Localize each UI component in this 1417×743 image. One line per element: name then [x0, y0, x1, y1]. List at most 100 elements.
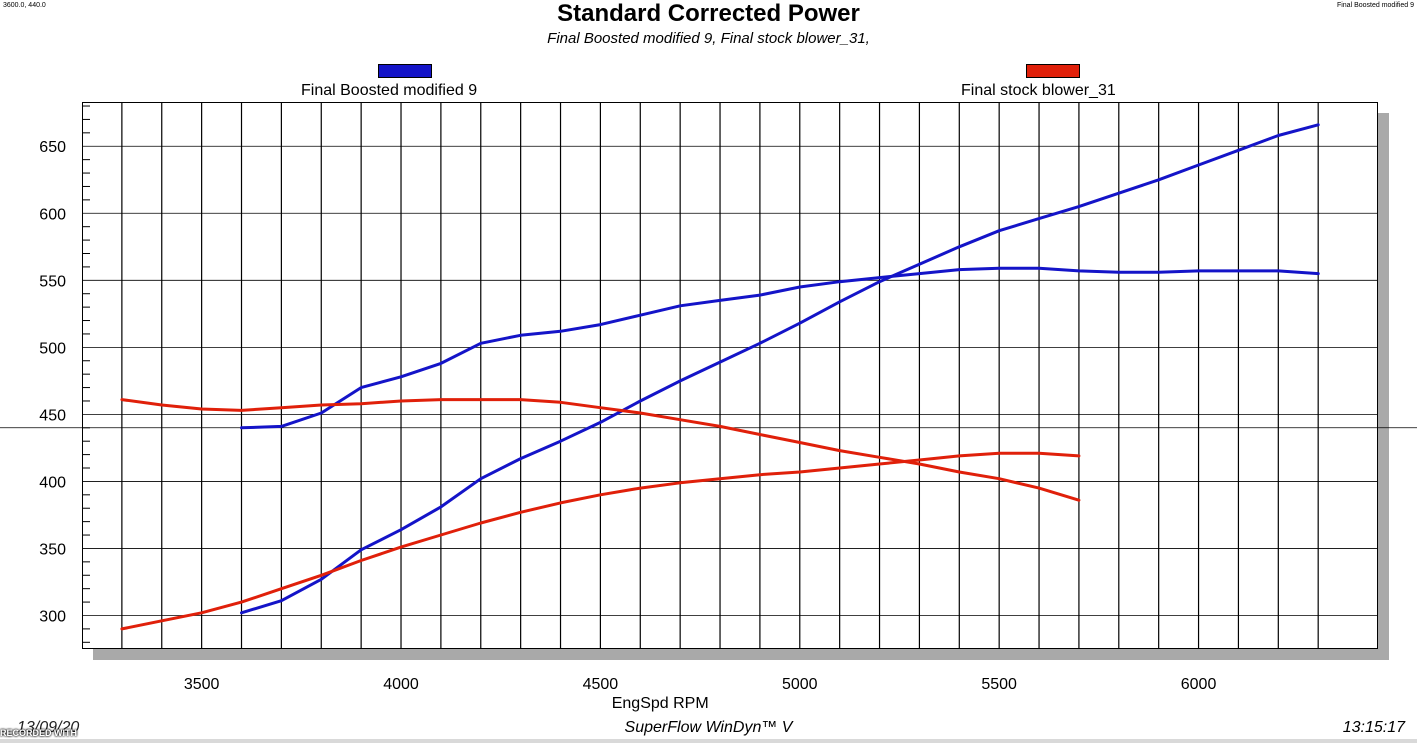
chart-title: Standard Corrected Power — [557, 0, 860, 27]
data-point — [120, 398, 124, 401]
data-point — [798, 441, 801, 444]
data-point — [519, 457, 522, 460]
data-point — [399, 528, 403, 531]
data-point — [718, 299, 722, 302]
legend-swatch-stock — [1026, 64, 1080, 78]
data-point — [958, 245, 961, 248]
data-point — [320, 574, 323, 577]
data-point — [798, 322, 801, 325]
data-point — [359, 548, 363, 551]
data-point — [997, 229, 1001, 232]
y-tick-label: 400 — [39, 474, 66, 491]
data-point — [1237, 269, 1240, 273]
footer-time: 13:15:17 — [1342, 719, 1405, 736]
data-point — [718, 477, 722, 480]
data-point — [758, 433, 762, 436]
data-point — [240, 409, 243, 412]
series-line-boosted-0 — [240, 266, 1320, 430]
series-layer — [120, 123, 1320, 631]
data-point — [559, 401, 562, 404]
data-point — [559, 330, 562, 333]
coordinate-readout: 3600.0, 440.0 — [3, 2, 46, 9]
data-point — [280, 599, 283, 602]
bottom-bar — [0, 739, 1417, 743]
data-point — [280, 425, 283, 428]
data-point — [439, 398, 443, 401]
y-tick-label: 600 — [39, 206, 66, 223]
data-point — [479, 477, 482, 480]
data-point — [320, 578, 323, 581]
data-point — [878, 280, 881, 283]
data-point — [678, 418, 682, 421]
data-point — [798, 470, 801, 474]
data-point — [160, 619, 163, 623]
x-tick-label: 6000 — [1181, 676, 1217, 693]
data-point — [918, 272, 921, 275]
data-point — [639, 486, 642, 490]
data-point — [1037, 267, 1041, 270]
data-point — [1077, 205, 1081, 208]
data-point — [838, 466, 841, 470]
data-point — [878, 462, 881, 466]
x-axis-label: EngSpd RPM — [612, 695, 709, 712]
data-point — [240, 426, 243, 429]
data-point — [918, 458, 921, 462]
data-point — [958, 454, 961, 458]
label-layer: 300 350 400 450 500 550 600 650 3500 4000 4500 5000… — [39, 139, 1216, 712]
data-point — [240, 600, 243, 604]
data-point — [359, 559, 363, 562]
tick-layer — [82, 105, 90, 643]
data-point — [200, 611, 203, 615]
data-point — [439, 505, 443, 509]
data-point — [918, 263, 921, 266]
plot-area[interactable] — [82, 102, 1378, 649]
data-point — [559, 501, 562, 505]
y-tick-label: 450 — [39, 407, 66, 424]
data-point — [200, 407, 203, 411]
y-tick-label: 300 — [39, 608, 66, 625]
data-point — [519, 511, 522, 514]
data-point — [678, 379, 682, 383]
data-point — [838, 449, 841, 452]
data-point — [997, 267, 1001, 270]
y-tick-label: 500 — [39, 340, 66, 357]
data-point — [399, 545, 403, 549]
data-point — [519, 398, 522, 401]
data-point — [718, 360, 722, 364]
data-point — [280, 587, 283, 590]
legend-label-boosted: Final Boosted modified 9 — [301, 82, 478, 99]
data-point — [997, 452, 1001, 455]
y-tick-label: 650 — [39, 139, 66, 156]
data-point — [320, 403, 323, 407]
data-point — [320, 411, 323, 415]
data-point — [918, 462, 921, 466]
x-tick-label: 3500 — [184, 676, 220, 693]
y-tick-label: 550 — [39, 273, 66, 290]
data-point — [479, 342, 482, 345]
data-point — [599, 323, 602, 326]
data-point — [678, 304, 682, 307]
data-point — [439, 533, 443, 537]
data-point — [359, 386, 363, 389]
data-point — [838, 300, 841, 303]
data-point — [1077, 498, 1081, 502]
recorded-with-watermark: RECORDED WITH — [0, 728, 77, 738]
data-point — [1157, 271, 1160, 274]
data-point — [1117, 271, 1121, 274]
data-point — [1157, 178, 1160, 181]
data-point — [1197, 163, 1200, 167]
data-point — [1037, 486, 1041, 490]
data-point — [359, 402, 363, 405]
data-point — [958, 268, 961, 271]
data-point — [878, 276, 881, 279]
corner-series-label: Final Boosted modified 9 — [1336, 2, 1414, 9]
x-tick-label: 4500 — [583, 676, 619, 693]
data-point — [997, 477, 1001, 480]
data-point — [758, 342, 762, 345]
data-point — [1237, 149, 1240, 152]
data-point — [1277, 134, 1280, 137]
data-point — [1197, 269, 1200, 273]
series-line-boosted-1 — [240, 123, 1320, 615]
data-point — [958, 470, 961, 474]
